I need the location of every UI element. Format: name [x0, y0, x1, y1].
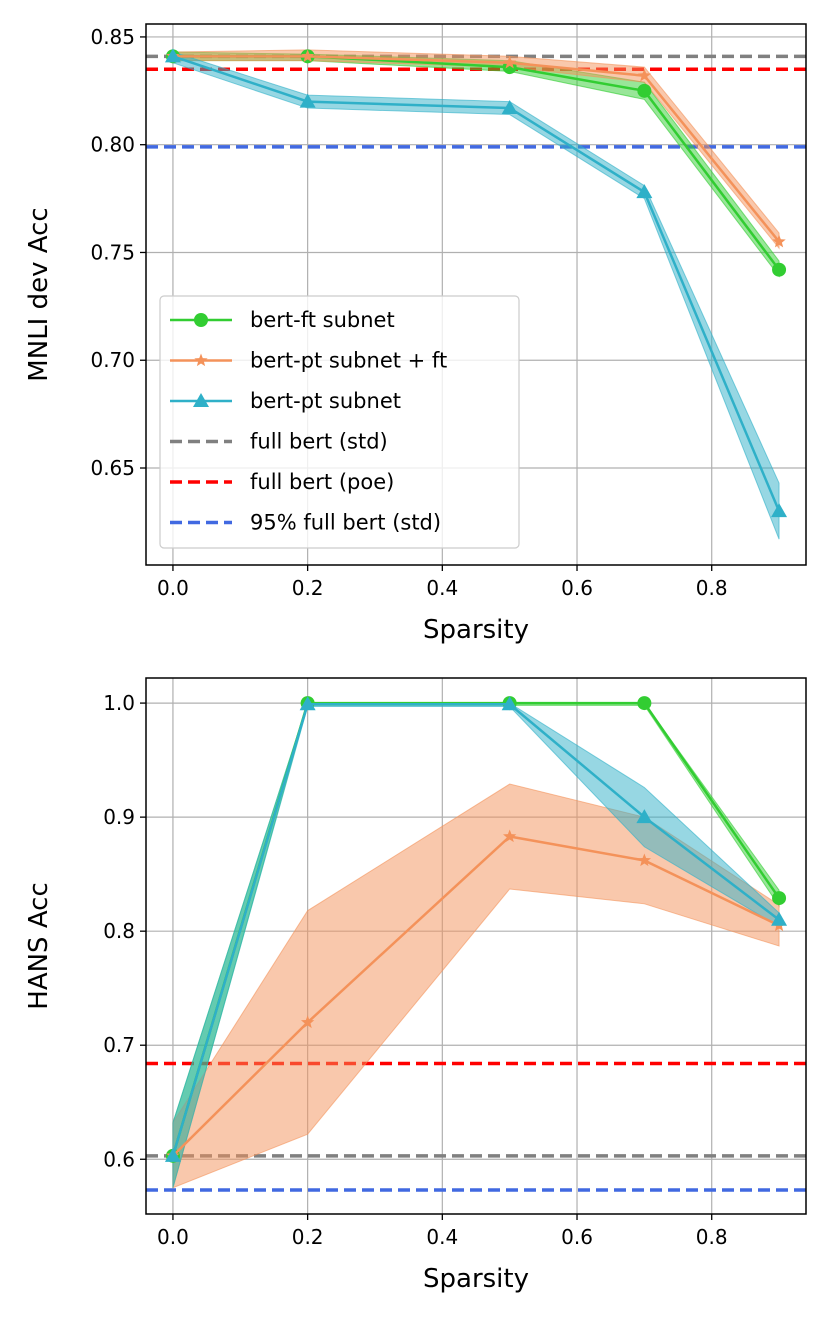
point-bert-pt-subnet	[299, 696, 316, 711]
band-bert-pt-subnet-ft	[172, 49, 780, 250]
legend-box	[159, 295, 520, 549]
x-axis-label: Sparsity	[423, 1264, 529, 1294]
legend-label-bert-pt-subnet: bert-pt subnet	[250, 389, 401, 413]
x-tick-label: 0.0	[157, 576, 189, 600]
plot-area	[146, 48, 806, 540]
y-tick-label: 0.70	[90, 348, 135, 372]
mnli-panel: 0.0 0.2 0.4 0.6 0.8 0.65 0.70 0.75 0.80 0.85 Spars…	[24, 23, 807, 645]
x-tick-label: 0.8	[696, 1225, 728, 1249]
point-bert-ft-subnet	[772, 891, 787, 906]
legend-label-bert-ft-subnet: bert-ft subnet	[250, 308, 395, 332]
point-bert-pt-subnet-ft	[503, 829, 517, 843]
point-bert-ft-subnet	[637, 83, 652, 98]
x-tick-label: 0.4	[426, 1225, 458, 1249]
y-tick-label: 0.6	[103, 1147, 135, 1171]
point-bert-pt-subnet	[164, 1147, 181, 1162]
band-bert-pt-subnet-ft	[172, 783, 780, 1189]
legend-marker-bert-ft-subnet	[194, 313, 208, 327]
plot-frame	[145, 23, 807, 566]
point-bert-pt-subnet	[636, 184, 653, 199]
x-tick-label: 0.0	[157, 1225, 189, 1249]
point-bert-pt-subnet-ft	[300, 1015, 315, 1029]
x-axis-label: Sparsity	[423, 615, 529, 645]
x-tick-label: 0.4	[426, 576, 458, 600]
point-bert-pt-subnet-ft	[503, 55, 517, 69]
point-bert-pt-subnet-ft	[637, 853, 652, 867]
x-tick-label: 0.2	[292, 1225, 324, 1249]
y-tick-label: 0.80	[90, 133, 135, 157]
point-bert-pt-subnet	[501, 696, 518, 711]
x-tick-label: 0.6	[561, 576, 593, 600]
point-bert-pt-subnet	[771, 503, 788, 518]
plot-frame	[145, 677, 807, 1215]
y-tick-label: 0.85	[90, 25, 135, 49]
y-tick-label: 0.65	[90, 456, 135, 480]
y-tick-label: 0.8	[103, 919, 135, 943]
x-tick-label: 0.8	[696, 576, 728, 600]
y-axis-label: HANS Acc	[24, 882, 54, 1009]
point-bert-pt-subnet-ft	[637, 68, 652, 82]
hans-panel: 0.0 0.2 0.4 0.6 0.8 0.6 0.7 0.8 0.9 1.0 Sparsity HA…	[24, 677, 807, 1294]
legend: bert-ft subnet bert-pt subnet + ft bert-pt…	[159, 295, 520, 549]
point-bert-ft-subnet	[772, 262, 787, 277]
point-bert-pt-subnet	[636, 809, 653, 824]
legend-marker-bert-pt-subnet-ft	[194, 353, 208, 367]
legend-label-full-bert-std: full bert (std)	[250, 430, 388, 454]
y-tick-label: 0.75	[90, 240, 135, 264]
point-bert-pt-subnet-ft	[772, 234, 786, 248]
legend-label-bert-pt-subnet-ft: bert-pt subnet + ft	[250, 349, 447, 373]
point-bert-pt-subnet	[164, 48, 181, 63]
band-bert-pt-subnet	[172, 51, 780, 540]
y-tick-label: 0.7	[103, 1033, 135, 1057]
y-axis-label: MNLI dev Acc	[24, 207, 54, 381]
point-bert-pt-subnet	[501, 100, 518, 115]
legend-marker-bert-pt-subnet	[193, 393, 209, 407]
point-bert-pt-subnet-ft	[300, 49, 315, 62]
point-bert-pt-subnet	[299, 93, 316, 108]
plot-area	[146, 696, 806, 1192]
point-bert-ft-subnet	[637, 696, 652, 711]
x-tick-label: 0.6	[561, 1225, 593, 1249]
x-tick-label: 0.2	[292, 576, 324, 600]
legend-label-95-full-bert-std: 95% full bert (std)	[250, 511, 441, 535]
y-tick-label: 0.9	[103, 805, 135, 829]
point-bert-pt-subnet	[771, 911, 788, 926]
y-tick-label: 1.0	[103, 691, 135, 715]
legend-label-full-bert-poe: full bert (poe)	[250, 470, 394, 494]
